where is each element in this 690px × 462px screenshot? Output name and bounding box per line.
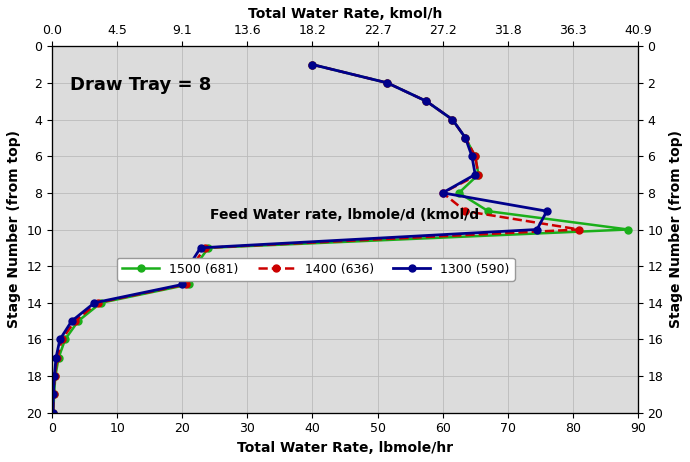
1500 (681) bbox=[51, 373, 59, 379]
Line: 1300 (590): 1300 (590) bbox=[50, 61, 550, 416]
1400 (636) bbox=[94, 300, 102, 305]
1500 (681) bbox=[422, 98, 431, 104]
Y-axis label: Stage Number (from top): Stage Number (from top) bbox=[7, 130, 21, 328]
1500 (681) bbox=[462, 135, 470, 140]
1300 (590) bbox=[471, 172, 480, 177]
1300 (590) bbox=[49, 410, 57, 415]
1300 (590) bbox=[308, 62, 317, 67]
Legend: 1500 (681), 1400 (636), 1300 (590): 1500 (681), 1400 (636), 1300 (590) bbox=[117, 258, 515, 281]
1500 (681) bbox=[55, 355, 63, 360]
1300 (590) bbox=[533, 227, 541, 232]
1500 (681) bbox=[185, 282, 193, 287]
1400 (636) bbox=[50, 373, 59, 379]
1500 (681) bbox=[455, 190, 463, 195]
1500 (681) bbox=[308, 62, 317, 67]
1500 (681) bbox=[471, 153, 480, 159]
1400 (636) bbox=[471, 153, 480, 159]
1500 (681) bbox=[474, 172, 482, 177]
1300 (590) bbox=[56, 337, 64, 342]
1400 (636) bbox=[462, 135, 470, 140]
1300 (590) bbox=[197, 245, 205, 250]
1500 (681) bbox=[448, 117, 457, 122]
1400 (636) bbox=[201, 245, 209, 250]
1500 (681) bbox=[49, 410, 57, 415]
1500 (681) bbox=[74, 318, 82, 324]
1500 (681) bbox=[61, 337, 69, 342]
1300 (590) bbox=[468, 153, 476, 159]
1300 (590) bbox=[438, 190, 446, 195]
1400 (636) bbox=[188, 263, 196, 269]
Line: 1400 (636): 1400 (636) bbox=[50, 61, 583, 416]
1400 (636) bbox=[448, 117, 457, 122]
1500 (681) bbox=[191, 263, 199, 269]
Y-axis label: Stage Number (from top): Stage Number (from top) bbox=[669, 130, 683, 328]
1400 (636) bbox=[308, 62, 317, 67]
1400 (636) bbox=[462, 208, 470, 214]
1300 (590) bbox=[49, 392, 57, 397]
1400 (636) bbox=[53, 355, 61, 360]
1300 (590) bbox=[185, 263, 193, 269]
1300 (590) bbox=[178, 282, 186, 287]
1500 (681) bbox=[97, 300, 105, 305]
1300 (590) bbox=[52, 355, 60, 360]
1400 (636) bbox=[71, 318, 79, 324]
1400 (636) bbox=[422, 98, 431, 104]
1500 (681) bbox=[204, 245, 213, 250]
1300 (590) bbox=[422, 98, 431, 104]
1300 (590) bbox=[68, 318, 76, 324]
1500 (681) bbox=[50, 392, 58, 397]
X-axis label: Total Water Rate, kmol/h: Total Water Rate, kmol/h bbox=[248, 7, 442, 21]
1400 (636) bbox=[575, 227, 584, 232]
Text: Draw Tray = 8: Draw Tray = 8 bbox=[70, 76, 211, 93]
1400 (636) bbox=[49, 410, 57, 415]
Line: 1500 (681): 1500 (681) bbox=[50, 61, 631, 416]
1300 (590) bbox=[90, 300, 99, 305]
1400 (636) bbox=[438, 190, 446, 195]
1400 (636) bbox=[58, 337, 66, 342]
1300 (590) bbox=[383, 80, 391, 85]
1500 (681) bbox=[484, 208, 493, 214]
1500 (681) bbox=[383, 80, 391, 85]
1300 (590) bbox=[462, 135, 470, 140]
1300 (590) bbox=[542, 208, 551, 214]
Text: Feed Water rate, lbmole/d (kmol/d: Feed Water rate, lbmole/d (kmol/d bbox=[210, 207, 480, 221]
1400 (636) bbox=[181, 282, 190, 287]
X-axis label: Total Water Rate, lbmole/hr: Total Water Rate, lbmole/hr bbox=[237, 441, 453, 455]
1400 (636) bbox=[383, 80, 391, 85]
1400 (636) bbox=[50, 392, 58, 397]
1400 (636) bbox=[474, 172, 482, 177]
1500 (681) bbox=[624, 227, 632, 232]
1300 (590) bbox=[448, 117, 457, 122]
1300 (590) bbox=[50, 373, 59, 379]
